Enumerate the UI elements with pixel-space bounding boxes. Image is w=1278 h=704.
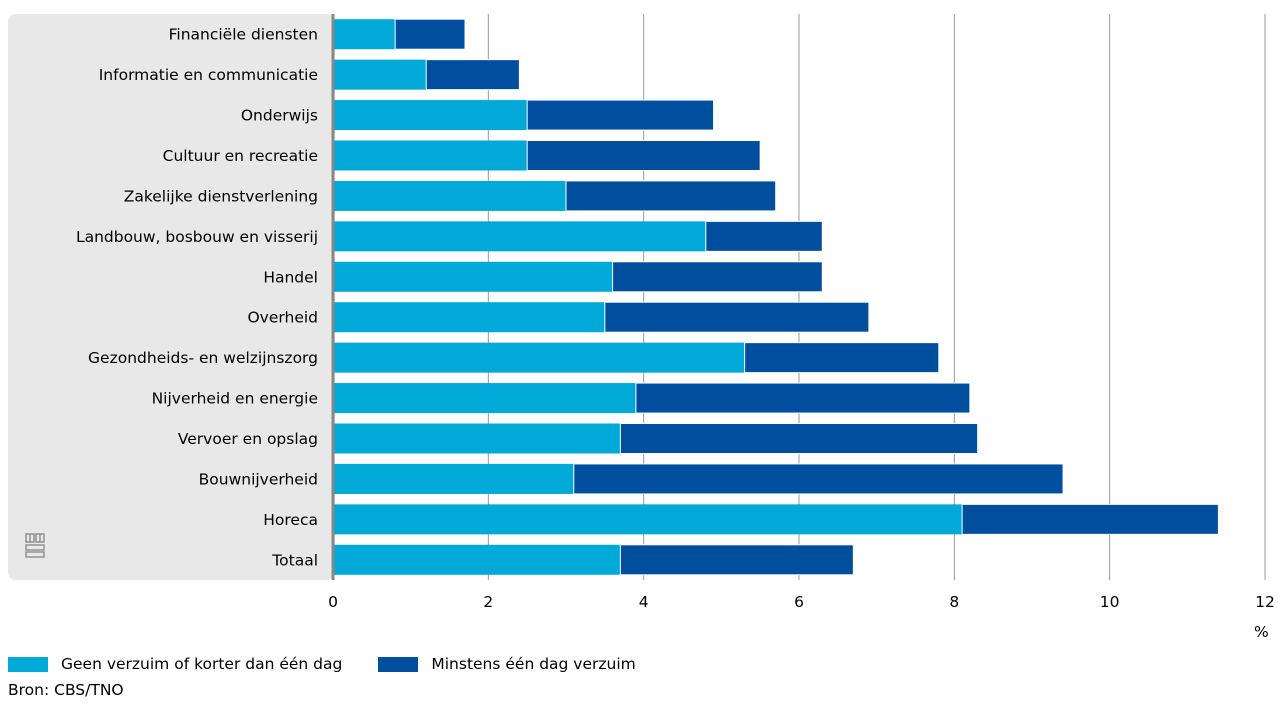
category-label: Totaal [271, 551, 318, 569]
bar-minstens-een-dag [619, 423, 979, 454]
legend-item-minstens-een-dag: Minstens één dag verzuim [378, 655, 636, 673]
category-label: Landbouw, bosbouw en visserij [76, 228, 318, 246]
x-axis-unit: % [1254, 623, 1269, 641]
bar-minstens-een-dag [744, 342, 940, 374]
category-label: Gezondheids- en welzijnszorg [88, 349, 318, 367]
x-tick-label: 8 [949, 593, 959, 611]
bar-geen-verzuim [333, 302, 605, 333]
category-label: Financiële diensten [169, 26, 318, 44]
bar-minstens-een-dag [961, 503, 1219, 535]
x-tick-label: 10 [1100, 593, 1120, 611]
bar-geen-verzuim [333, 463, 574, 494]
legend-item-geen-verzuim: Geen verzuim of korter dan één dag [8, 655, 342, 673]
category-label-panel [8, 14, 335, 580]
bar-geen-verzuim [333, 59, 427, 90]
category-label: Bouwnijverheid [199, 470, 318, 488]
category-label: Onderwijs [241, 107, 318, 125]
legend-swatch-minstens-een-dag [378, 656, 419, 672]
category-label: Vervoer en opslag [178, 430, 318, 448]
bar-minstens-een-dag [394, 18, 466, 50]
category-label: Cultuur en recreatie [163, 147, 318, 165]
category-labels: Financiële diensten Informatie en communi… [76, 26, 318, 570]
x-tick-label: 0 [328, 593, 338, 611]
bar-geen-verzuim [333, 342, 745, 373]
bar-minstens-een-dag [573, 463, 1064, 495]
category-label: Zakelijke dienstverlening [124, 187, 318, 205]
category-label: Nijverheid en energie [152, 390, 318, 408]
legend-label-geen-verzuim: Geen verzuim of korter dan één dag [61, 655, 343, 673]
cbs-logo-icon [25, 533, 45, 558]
bar-geen-verzuim [333, 100, 528, 131]
legend-swatch-geen-verzuim [8, 656, 48, 672]
legend-label-minstens-een-dag: Minstens één dag verzuim [431, 655, 636, 673]
source-note: Bron: CBS/TNO [8, 681, 124, 699]
bars [333, 18, 1219, 576]
x-tick-label: 2 [483, 593, 493, 611]
category-label: Informatie en communicatie [99, 66, 318, 84]
bar-geen-verzuim [333, 180, 566, 211]
bar-minstens-een-dag [619, 544, 854, 576]
bar-geen-verzuim [333, 383, 636, 414]
bar-minstens-een-dag [565, 180, 777, 212]
bar-chart: Financiële diensten Informatie en communi… [8, 14, 1275, 611]
category-label: Handel [263, 268, 318, 286]
bar-geen-verzuim [333, 504, 963, 535]
bar-minstens-een-dag [612, 261, 823, 293]
gridlines [487, 14, 1266, 580]
bar-geen-verzuim [333, 423, 621, 454]
bar-geen-verzuim [333, 221, 706, 252]
x-tick-label: 4 [639, 593, 649, 611]
bar-minstens-een-dag [705, 220, 823, 252]
category-label: Overheid [247, 309, 318, 327]
legend: Geen verzuim of korter dan één dag Minst… [8, 655, 672, 673]
category-label: Horeca [263, 511, 318, 529]
bar-minstens-een-dag [526, 140, 761, 171]
bar-minstens-een-dag [635, 382, 971, 414]
bar-geen-verzuim [333, 261, 613, 292]
bar-minstens-een-dag [425, 59, 520, 91]
x-tick-labels: 0 2 4 6 8 10 12 [328, 593, 1275, 611]
bar-minstens-een-dag [604, 301, 870, 333]
bar-geen-verzuim [333, 544, 621, 575]
x-tick-label: 12 [1255, 593, 1275, 611]
bar-geen-verzuim [333, 140, 528, 171]
x-tick-label: 6 [794, 593, 804, 611]
bar-minstens-een-dag [526, 99, 715, 131]
bar-geen-verzuim [333, 19, 396, 50]
